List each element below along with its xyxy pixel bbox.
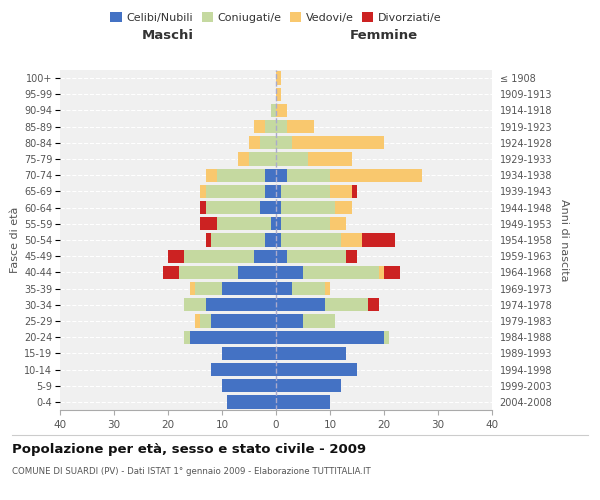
Bar bbox=[352, 185, 357, 198]
Bar bbox=[281, 217, 330, 230]
Bar bbox=[281, 234, 341, 246]
Bar bbox=[206, 234, 211, 246]
Bar bbox=[276, 346, 346, 360]
Bar bbox=[249, 152, 276, 166]
Bar bbox=[341, 234, 362, 246]
Bar bbox=[384, 330, 389, 344]
Bar bbox=[325, 282, 330, 295]
Bar bbox=[271, 104, 276, 117]
Bar bbox=[163, 266, 179, 279]
Bar bbox=[287, 168, 330, 182]
Bar bbox=[384, 266, 400, 279]
Bar bbox=[254, 120, 265, 134]
Bar bbox=[206, 185, 265, 198]
Bar bbox=[238, 152, 249, 166]
Bar bbox=[276, 152, 308, 166]
Bar bbox=[265, 234, 276, 246]
Bar bbox=[211, 234, 265, 246]
Bar bbox=[276, 330, 384, 344]
Bar bbox=[271, 217, 276, 230]
Bar bbox=[308, 152, 352, 166]
Bar bbox=[206, 201, 260, 214]
Bar bbox=[379, 266, 384, 279]
Bar bbox=[346, 250, 357, 263]
Bar bbox=[276, 298, 325, 312]
Bar bbox=[222, 346, 276, 360]
Bar bbox=[265, 185, 276, 198]
Bar bbox=[265, 168, 276, 182]
Bar bbox=[217, 168, 265, 182]
Bar bbox=[276, 250, 287, 263]
Bar bbox=[303, 266, 379, 279]
Bar bbox=[200, 217, 217, 230]
Bar bbox=[292, 282, 325, 295]
Y-axis label: Fasce di età: Fasce di età bbox=[10, 207, 20, 273]
Bar bbox=[276, 104, 287, 117]
Bar bbox=[222, 379, 276, 392]
Bar bbox=[184, 250, 254, 263]
Bar bbox=[276, 72, 281, 85]
Bar bbox=[195, 314, 200, 328]
Bar bbox=[184, 330, 190, 344]
Bar bbox=[195, 282, 222, 295]
Bar bbox=[184, 298, 206, 312]
Bar bbox=[325, 298, 368, 312]
Bar bbox=[190, 282, 195, 295]
Bar bbox=[287, 120, 314, 134]
Bar bbox=[281, 185, 330, 198]
Bar bbox=[254, 250, 276, 263]
Bar bbox=[292, 136, 384, 149]
Bar bbox=[206, 298, 276, 312]
Bar bbox=[276, 136, 292, 149]
Bar bbox=[276, 217, 281, 230]
Bar bbox=[276, 120, 287, 134]
Legend: Celibi/Nubili, Coniugati/e, Vedovi/e, Divorziati/e: Celibi/Nubili, Coniugati/e, Vedovi/e, Di… bbox=[106, 8, 446, 28]
Bar bbox=[276, 379, 341, 392]
Bar bbox=[276, 201, 281, 214]
Bar bbox=[276, 282, 292, 295]
Bar bbox=[330, 185, 352, 198]
Bar bbox=[168, 250, 184, 263]
Bar bbox=[265, 120, 276, 134]
Bar bbox=[200, 185, 206, 198]
Text: COMUNE DI SUARDI (PV) - Dati ISTAT 1° gennaio 2009 - Elaborazione TUTTITALIA.IT: COMUNE DI SUARDI (PV) - Dati ISTAT 1° ge… bbox=[12, 468, 371, 476]
Text: Maschi: Maschi bbox=[142, 30, 194, 43]
Bar bbox=[276, 88, 281, 101]
Bar bbox=[217, 217, 271, 230]
Bar bbox=[276, 396, 330, 408]
Bar bbox=[330, 168, 422, 182]
Bar bbox=[200, 201, 206, 214]
Bar bbox=[211, 363, 276, 376]
Bar bbox=[287, 250, 346, 263]
Bar bbox=[179, 266, 238, 279]
Bar bbox=[249, 136, 260, 149]
Bar bbox=[260, 136, 276, 149]
Bar bbox=[276, 168, 287, 182]
Bar bbox=[190, 330, 276, 344]
Bar bbox=[276, 314, 303, 328]
Bar bbox=[276, 363, 357, 376]
Bar bbox=[335, 201, 352, 214]
Bar bbox=[362, 234, 395, 246]
Bar bbox=[211, 314, 276, 328]
Bar bbox=[260, 201, 276, 214]
Bar bbox=[276, 266, 303, 279]
Bar bbox=[368, 298, 379, 312]
Bar bbox=[281, 201, 335, 214]
Bar bbox=[238, 266, 276, 279]
Bar bbox=[222, 282, 276, 295]
Bar bbox=[200, 314, 211, 328]
Bar bbox=[276, 185, 281, 198]
Bar bbox=[303, 314, 335, 328]
Bar bbox=[330, 217, 346, 230]
Bar bbox=[227, 396, 276, 408]
Bar bbox=[276, 234, 281, 246]
Text: Femmine: Femmine bbox=[350, 30, 418, 43]
Bar bbox=[206, 168, 217, 182]
Text: Popolazione per età, sesso e stato civile - 2009: Popolazione per età, sesso e stato civil… bbox=[12, 442, 366, 456]
Y-axis label: Anni di nascita: Anni di nascita bbox=[559, 198, 569, 281]
